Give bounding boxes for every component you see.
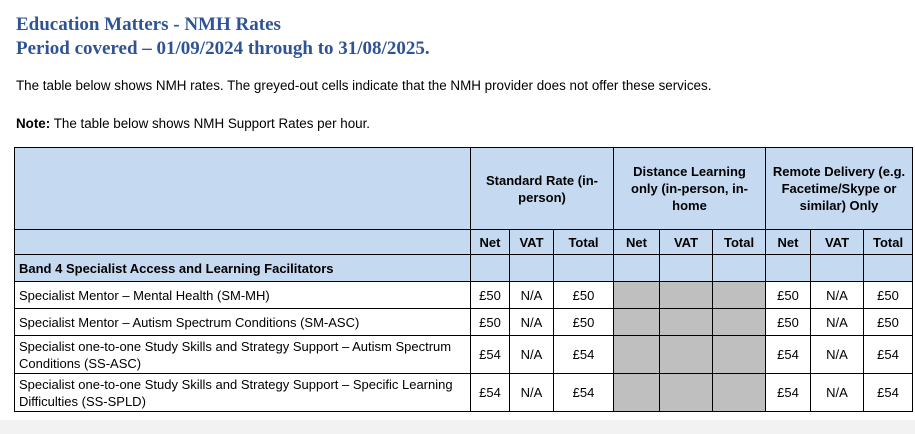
subheader-remote-net: Net [765, 229, 812, 255]
table-row: Specialist Mentor – Autism Spectrum Cond… [14, 308, 914, 336]
rates-table: Standard Rate (in-person) Distance Learn… [14, 147, 914, 412]
remote-vat: N/A [810, 308, 865, 336]
table-row: Specialist Mentor – Mental Health (SM-MH… [14, 281, 914, 309]
distance-unavailable-cell [712, 308, 767, 336]
distance-unavailable-cell [659, 281, 714, 309]
standard-total: £54 [552, 335, 615, 374]
standard-total: £54 [552, 373, 615, 412]
subheader-blank-cell [14, 229, 471, 255]
band-empty-cell [659, 254, 714, 282]
header-blank-cell [14, 147, 471, 230]
band-empty-cell [765, 254, 812, 282]
standard-net: £54 [470, 373, 510, 412]
remote-vat: N/A [810, 281, 865, 309]
remote-vat: N/A [810, 373, 865, 412]
note-text: The table below shows NMH Support Rates … [50, 116, 371, 131]
distance-unavailable-cell [712, 281, 767, 309]
subheader-row: Net VAT Total Net VAT Total Net VAT Tota… [14, 229, 914, 255]
remote-net: £50 [765, 308, 812, 336]
standard-vat: N/A [509, 281, 554, 309]
distance-unavailable-cell [659, 308, 714, 336]
remote-total: £54 [863, 335, 914, 374]
subheader-remote-vat: VAT [810, 229, 865, 255]
intro-paragraph: The table below shows NMH rates. The gre… [16, 78, 712, 93]
band-empty-cell [810, 254, 865, 282]
table-row: Specialist one-to-one Study Skills and S… [14, 373, 914, 412]
note-label: Note: [16, 116, 51, 131]
group-header-standard: Standard Rate (in-person) [469, 147, 615, 230]
group-header-row: Standard Rate (in-person) Distance Learn… [14, 147, 914, 230]
standard-total: £50 [552, 308, 615, 336]
subheader-remote-total: Total [863, 229, 914, 255]
remote-net: £50 [765, 281, 812, 309]
remote-vat: N/A [810, 335, 865, 374]
service-name: Specialist Mentor – Mental Health (SM-MH… [14, 281, 471, 309]
standard-vat: N/A [509, 373, 554, 412]
standard-vat: N/A [509, 308, 554, 336]
distance-unavailable-cell [613, 373, 661, 412]
remote-net: £54 [765, 373, 812, 412]
distance-unavailable-cell [659, 373, 714, 412]
group-header-remote: Remote Delivery (e.g. Facetime/Skype or … [765, 147, 914, 230]
table-row: Specialist one-to-one Study Skills and S… [14, 335, 914, 374]
group-header-distance: Distance Learning only (in-person, in-ho… [613, 147, 767, 230]
standard-net: £50 [470, 308, 510, 336]
remote-total: £50 [863, 281, 914, 309]
distance-unavailable-cell [613, 335, 661, 374]
band-empty-cell [470, 254, 510, 282]
standard-vat: N/A [509, 335, 554, 374]
subheader-distance-net: Net [613, 229, 661, 255]
band-label: Band 4 Specialist Access and Learning Fa… [14, 254, 471, 282]
band-row: Band 4 Specialist Access and Learning Fa… [14, 254, 914, 282]
subheader-standard-total: Total [552, 229, 615, 255]
note-paragraph: Note: The table below shows NMH Support … [16, 115, 370, 132]
subheader-distance-total: Total [712, 229, 767, 255]
distance-unavailable-cell [712, 335, 767, 374]
band-empty-cell [863, 254, 914, 282]
distance-unavailable-cell [659, 335, 714, 374]
subheader-distance-vat: VAT [659, 229, 714, 255]
standard-net: £54 [470, 335, 510, 374]
subheader-standard-vat: VAT [509, 229, 554, 255]
remote-total: £50 [863, 308, 914, 336]
standard-total: £50 [552, 281, 615, 309]
service-name: Specialist Mentor – Autism Spectrum Cond… [14, 308, 471, 336]
period-covered: Period covered – 01/09/2024 through to 3… [16, 38, 430, 59]
subheader-standard-net: Net [470, 229, 510, 255]
band-empty-cell [509, 254, 554, 282]
remote-total: £54 [863, 373, 914, 412]
document-page: Education Matters - NMH Rates Period cov… [0, 0, 915, 420]
distance-unavailable-cell [613, 281, 661, 309]
service-name: Specialist one-to-one Study Skills and S… [14, 373, 471, 412]
distance-unavailable-cell [613, 308, 661, 336]
remote-net: £54 [765, 335, 812, 374]
standard-net: £50 [470, 281, 510, 309]
distance-unavailable-cell [712, 373, 767, 412]
band-empty-cell [613, 254, 661, 282]
service-name: Specialist one-to-one Study Skills and S… [14, 335, 471, 374]
band-empty-cell [552, 254, 615, 282]
document-title: Education Matters - NMH Rates [16, 14, 281, 35]
band-empty-cell [712, 254, 767, 282]
